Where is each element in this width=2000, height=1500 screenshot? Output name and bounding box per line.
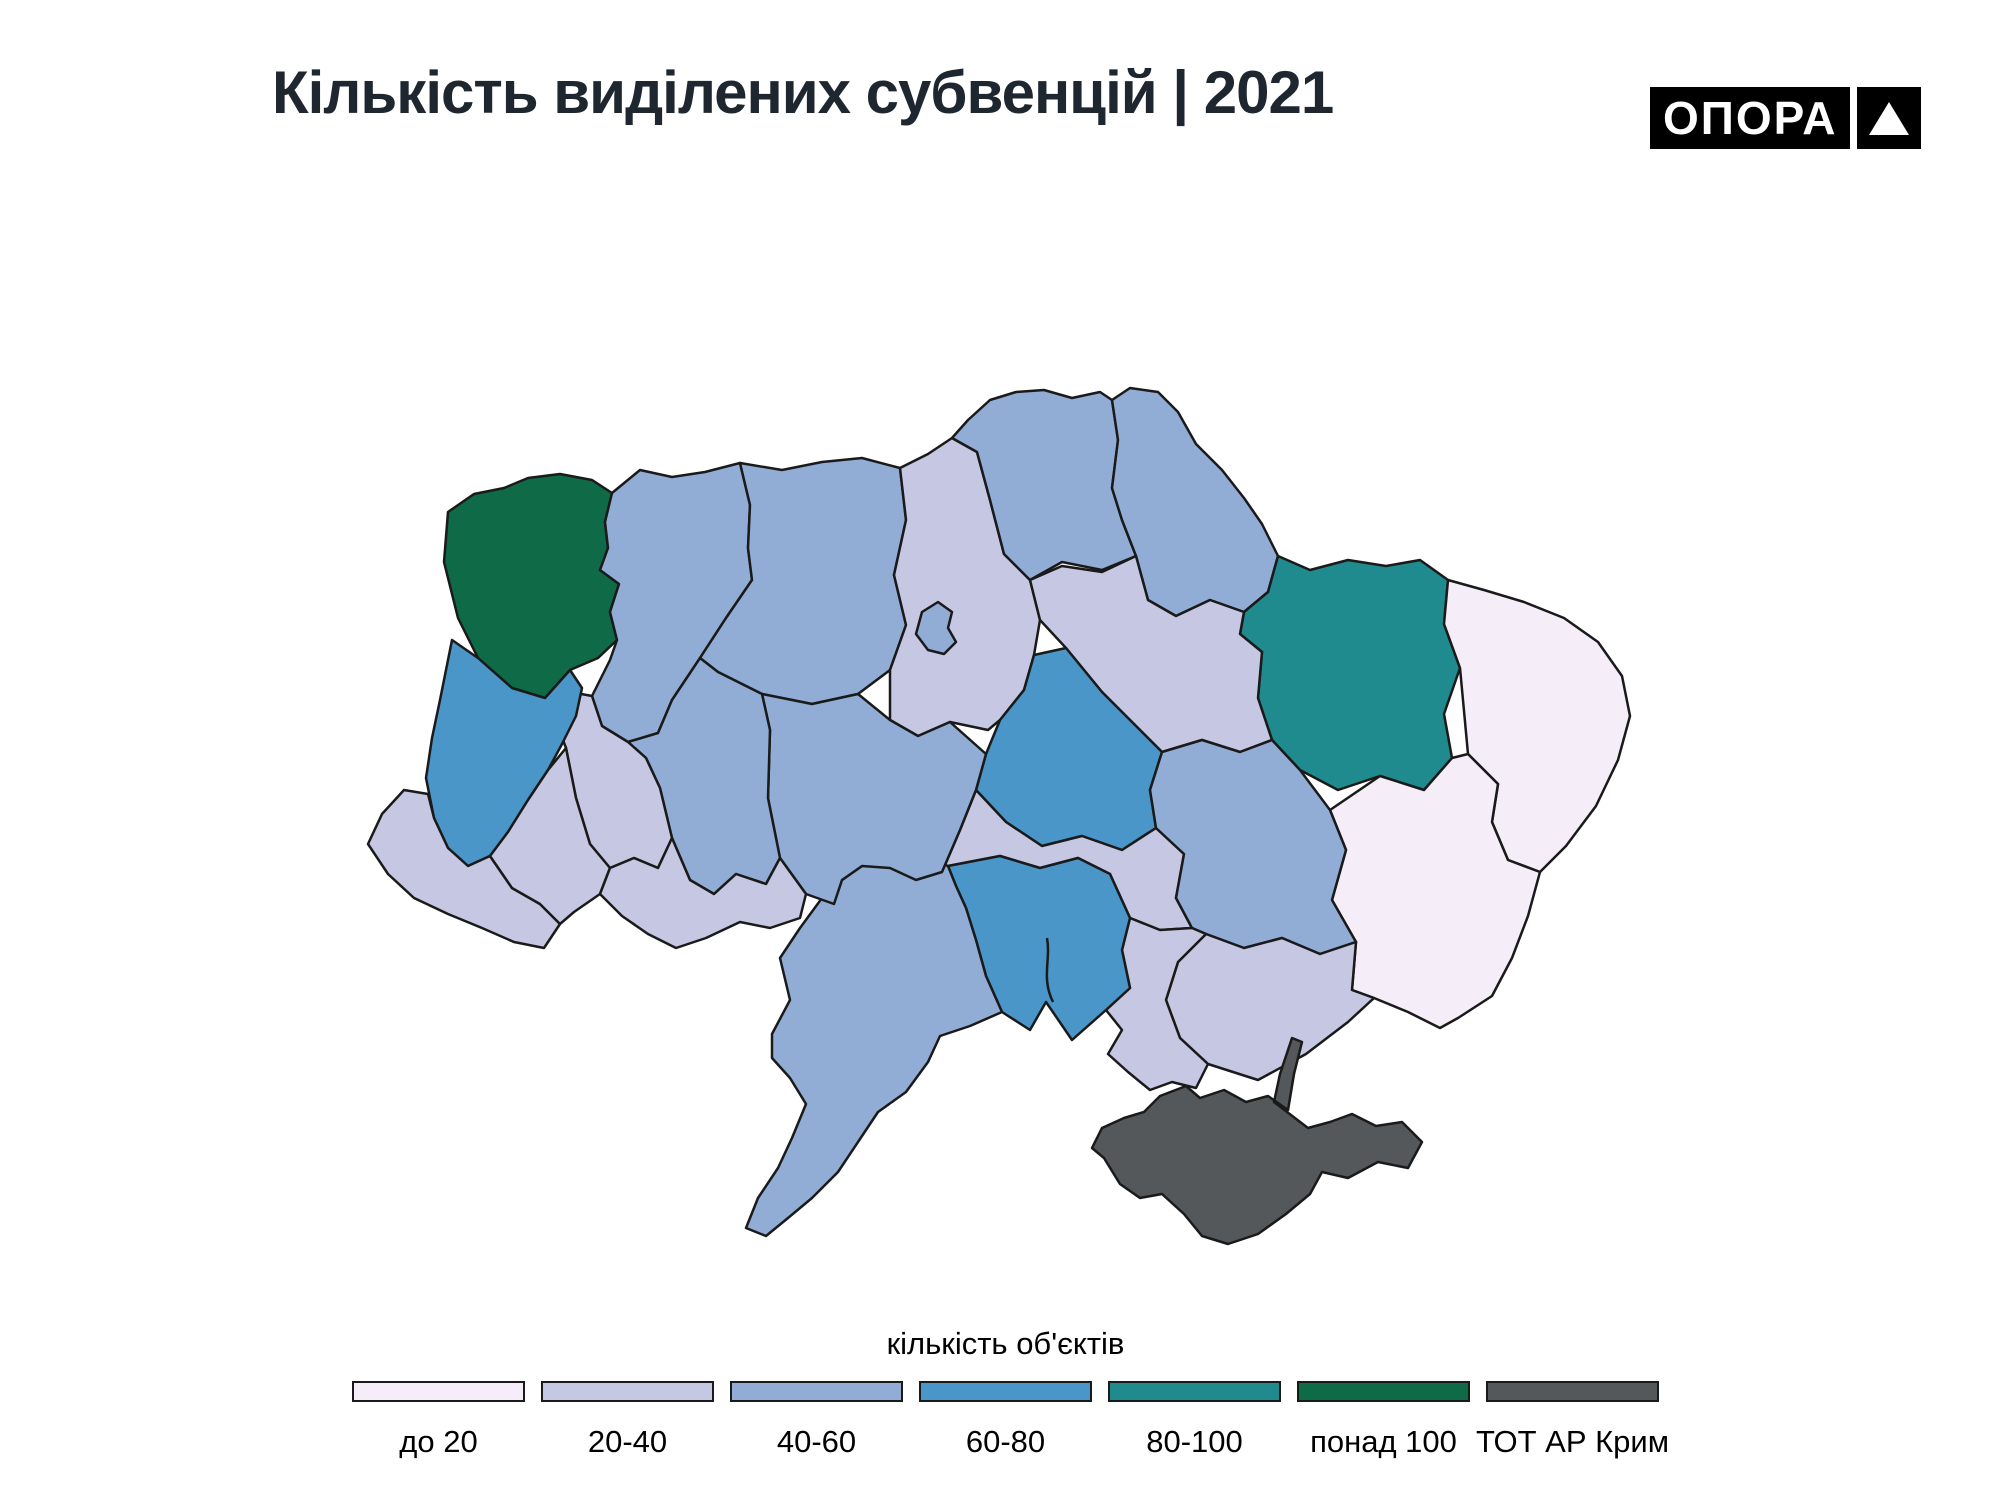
- river-detail: [1045, 937, 1055, 1003]
- opora-logo: ОПОРА: [1650, 87, 1922, 149]
- region-chernivtsi: [598, 836, 808, 950]
- region-odesa: [744, 848, 1004, 1238]
- legend: до 20 20-40 40-60 60-80 80-100 понад 100…: [352, 1381, 1669, 1460]
- legend-title: кількість об'єктів: [886, 1326, 1125, 1361]
- legend-label: понад 100: [1310, 1424, 1457, 1459]
- legend-item: понад 100: [1297, 1381, 1470, 1460]
- legend-item: 20-40: [541, 1381, 714, 1460]
- opora-logo-triangle-icon: [1857, 87, 1922, 149]
- legend-swatch: [1486, 1381, 1659, 1402]
- opora-logo-divider: [1850, 87, 1858, 149]
- legend-label: до 20: [399, 1424, 478, 1459]
- opora-logo-text: ОПОРА: [1650, 87, 1851, 149]
- region-kyiv-city: [914, 600, 958, 656]
- legend-swatch: [919, 1381, 1092, 1402]
- region-luhansk: [1442, 578, 1632, 874]
- legend-swatch: [541, 1381, 714, 1402]
- page-title: Кількість виділених субвенцій | 2021: [272, 59, 1334, 126]
- legend-label: ТОТ АР Крим: [1475, 1424, 1670, 1459]
- legend-item: ТОТ АР Крим: [1476, 1381, 1669, 1460]
- region-crimea: [1090, 1036, 1424, 1246]
- legend-swatch: [352, 1381, 525, 1402]
- legend-swatch: [1297, 1381, 1470, 1402]
- legend-label: 20-40: [587, 1424, 668, 1459]
- legend-item: 40-60: [730, 1381, 903, 1460]
- legend-item: 60-80: [919, 1381, 1092, 1460]
- legend-swatch: [730, 1381, 903, 1402]
- legend-item: до 20: [352, 1381, 525, 1460]
- legend-label: 80-100: [1146, 1424, 1243, 1459]
- legend-swatch: [1108, 1381, 1281, 1402]
- legend-item: 80-100: [1108, 1381, 1281, 1460]
- legend-label: 40-60: [776, 1424, 857, 1459]
- legend-label: 60-80: [965, 1424, 1046, 1459]
